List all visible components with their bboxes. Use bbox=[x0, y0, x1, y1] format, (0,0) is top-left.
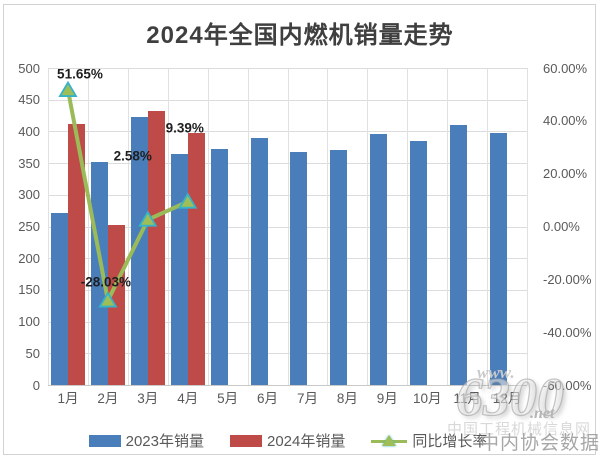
growth-data-label: -28.03% bbox=[80, 274, 132, 290]
legend-line-marker-icon bbox=[371, 433, 408, 449]
x-axis-label: 11月 bbox=[453, 391, 481, 406]
legend-swatch-icon bbox=[229, 434, 262, 447]
y-axis-left-tick: 400 bbox=[18, 123, 40, 139]
bar-2023年销量 bbox=[170, 154, 188, 385]
growth-data-label: 2.58% bbox=[113, 148, 152, 164]
legend-label: 2023年销量 bbox=[125, 433, 204, 450]
bar-2024年销量 bbox=[187, 132, 205, 385]
growth-data-label: 51.65% bbox=[57, 66, 103, 82]
x-axis-label: 3月 bbox=[137, 391, 159, 406]
legend-item: 2024年销量 bbox=[229, 430, 346, 451]
gridline-vertical bbox=[407, 68, 409, 385]
gridline-vertical bbox=[247, 68, 249, 385]
gridline-vertical bbox=[527, 68, 529, 385]
gridline-vertical bbox=[327, 68, 329, 385]
chart-border bbox=[3, 4, 596, 455]
growth-data-label: 9.39% bbox=[165, 120, 204, 136]
gridline-vertical bbox=[207, 68, 209, 385]
bar-2023年销量 bbox=[330, 150, 348, 385]
gridline-vertical bbox=[167, 68, 169, 385]
y-axis-right-tick: -60.00% bbox=[543, 377, 592, 393]
bar-2023年销量 bbox=[450, 125, 468, 385]
gridline-vertical bbox=[87, 68, 89, 385]
x-axis-label: 1月 bbox=[57, 391, 79, 406]
y-axis-left-tick: 250 bbox=[18, 219, 40, 234]
gridline-vertical bbox=[127, 68, 129, 385]
legend-swatch-icon bbox=[88, 434, 121, 447]
x-axis-label: 4月 bbox=[177, 391, 199, 406]
x-axis-label: 2月 bbox=[97, 391, 119, 406]
x-axis-label: 7月 bbox=[296, 391, 318, 406]
bar-2023年销量 bbox=[50, 213, 68, 385]
y-axis-left-tick: 300 bbox=[18, 187, 40, 203]
x-axis-label: 5月 bbox=[217, 391, 239, 406]
bar-2023年销量 bbox=[250, 138, 268, 385]
y-axis-right-tick: -40.00% bbox=[543, 324, 592, 340]
y-axis-left-tick: 350 bbox=[18, 155, 40, 171]
legend-item: 同比增长率 bbox=[371, 430, 487, 451]
gridline-vertical bbox=[287, 68, 289, 385]
x-axis-label: 10月 bbox=[412, 391, 442, 406]
y-axis-left-tick: 200 bbox=[18, 250, 40, 266]
legend-label: 同比增长率 bbox=[412, 433, 488, 450]
y-axis-left-tick: 150 bbox=[18, 282, 40, 298]
bar-2023年销量 bbox=[490, 133, 508, 385]
y-axis-right-tick: 40.00% bbox=[543, 113, 588, 129]
y-axis-left-tick: 100 bbox=[18, 314, 40, 330]
bar-2023年销量 bbox=[410, 140, 428, 385]
y-axis-left-tick: 0 bbox=[32, 377, 40, 393]
bar-2024年销量 bbox=[107, 224, 125, 385]
x-axis-label: 8月 bbox=[336, 391, 358, 406]
gridline-vertical bbox=[367, 68, 369, 385]
bar-2024年销量 bbox=[67, 124, 85, 385]
bar-2023年销量 bbox=[210, 149, 228, 385]
gridline-horizontal bbox=[48, 385, 528, 386]
gridline-vertical bbox=[447, 68, 449, 385]
y-axis-left-tick: 500 bbox=[18, 60, 40, 76]
legend: 2023年销量 2024年销量 同比增长率 bbox=[48, 430, 528, 451]
gridline-vertical bbox=[487, 68, 489, 385]
x-axis-label: 12月 bbox=[492, 391, 522, 406]
y-axis-left-tick: 50 bbox=[25, 345, 40, 361]
bar-2023年销量 bbox=[370, 133, 388, 385]
y-axis-left-tick: 450 bbox=[18, 92, 40, 108]
chart-title: 2024年全国内燃机销量走势 bbox=[146, 22, 454, 49]
bar-2023年销量 bbox=[290, 151, 308, 385]
legend-label: 2024年销量 bbox=[266, 433, 346, 450]
x-axis-label: 6月 bbox=[257, 391, 279, 406]
y-axis-right-tick: -20.00% bbox=[543, 271, 592, 287]
legend-item: 2023年销量 bbox=[88, 430, 204, 451]
gridline-vertical bbox=[48, 68, 49, 385]
y-axis-right-tick: 0.00% bbox=[543, 219, 580, 234]
y-axis-right-tick: 60.00% bbox=[543, 60, 588, 76]
y-axis-right-tick: 20.00% bbox=[543, 166, 588, 182]
x-axis-label: 9月 bbox=[376, 391, 398, 406]
